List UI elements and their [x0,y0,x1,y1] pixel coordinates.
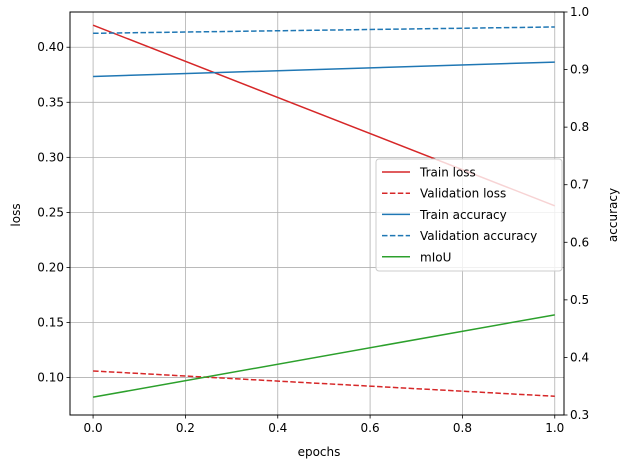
y-right-tick-label: 0.6 [570,235,589,249]
series-line-3 [93,26,555,35]
x-tick-label: 0.6 [361,421,380,435]
y-right-tick-label: 0.3 [570,408,589,422]
x-axis: 0.0 0.2 0.4 0.6 0.8 1.0 [84,415,564,435]
series-line-1 [93,370,555,398]
plot-frame [69,11,565,416]
x-tick-label: 0.4 [268,421,287,435]
y-left-tick-label: 0.25 [37,205,64,219]
y-right-tick-label: 0.7 [570,178,589,192]
y-right-tick-label: 0.5 [570,293,589,307]
y-left-tick-label: 0.35 [37,95,64,109]
x-tick-label: 0.2 [176,421,195,435]
y-axis-left: 0.10 0.15 0.20 0.25 0.30 0.35 0.40 [37,40,70,385]
series-line-2 [93,61,555,78]
x-tick-label: 1.0 [545,421,564,435]
x-tick-label: 0.8 [453,421,472,435]
legend-label: mIoU [420,250,451,264]
x-axis-label: epochs [298,445,341,459]
y-axis-right-label: accuracy [606,188,620,242]
legend-box [375,158,563,272]
series-line-4 [92,314,555,398]
y-right-tick-label: 0.9 [570,63,589,77]
legend-label: Validation loss [420,187,506,201]
y-left-tick-label: 0.40 [37,40,64,54]
legend: Train loss Validation loss Train accuracy V… [375,158,563,272]
y-left-tick-label: 0.10 [37,371,64,385]
y-axis-right: 0.3 0.4 0.5 0.6 0.7 0.8 0.9 1.0 [564,5,589,422]
y-right-tick-label: 1.0 [570,5,589,19]
y-left-tick-label: 0.20 [37,260,64,274]
legend-label: Train loss [419,166,476,180]
y-axis-left-label: loss [9,203,23,226]
y-right-tick-label: 0.4 [570,350,589,364]
y-right-tick-label: 0.8 [570,120,589,134]
y-left-tick-label: 0.15 [37,316,64,330]
legend-label: Train accuracy [419,208,507,222]
x-tick-label: 0.0 [84,421,103,435]
legend-label: Validation accuracy [420,229,537,243]
y-left-tick-label: 0.30 [37,150,64,164]
